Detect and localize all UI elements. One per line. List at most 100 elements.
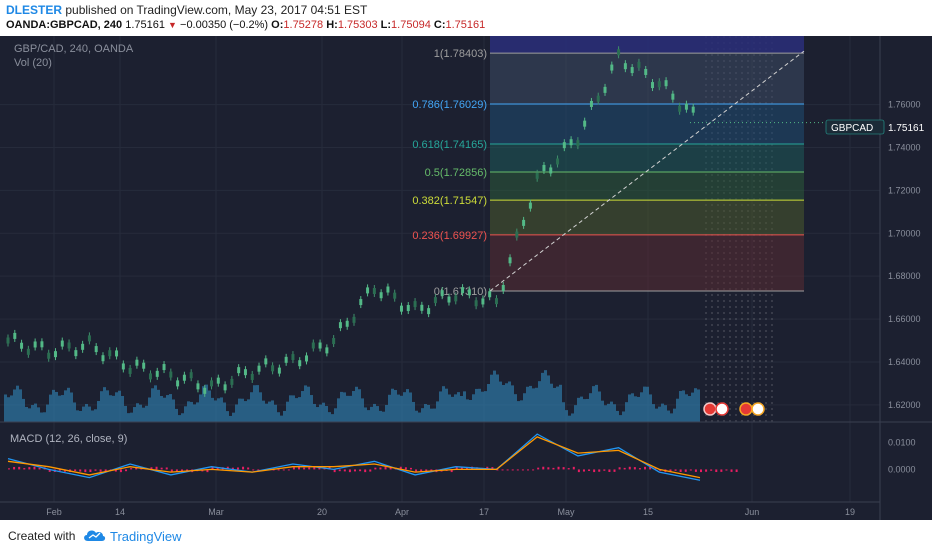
candle-body [413,301,417,308]
macd-histogram-bar [252,469,255,471]
macd-histogram-bar [730,469,733,472]
volume-bar [316,407,319,422]
volume-bar [529,385,532,422]
volume-bar [313,403,316,422]
fib-level-label: 0.618(1.74165) [412,139,487,151]
volume-bar [298,397,301,422]
footer: Created with TradingView [0,520,932,550]
macd-histogram-bar [598,469,601,472]
macd-histogram-bar [257,469,260,471]
candle-body [569,139,573,146]
candle-body [271,365,275,372]
volume-bar [214,400,217,422]
volume-bar [238,398,241,422]
candle-body [610,64,614,71]
y-tick-label: 1.64000 [888,357,921,367]
volume-bar [697,389,700,422]
macd-histogram-bar [48,469,51,472]
interval-label: , 240 [97,19,123,31]
published-text: published on TradingView.com, May 23, 20… [65,3,368,17]
candle-body [671,93,675,100]
volume-bar [307,386,310,422]
volume-bar [148,397,151,422]
volume-bar [61,395,64,422]
macd-histogram-bar [532,469,535,471]
volume-bar [115,392,118,422]
candle-body [6,337,10,344]
fib-band [490,104,804,144]
x-tick-label: Mar [208,507,224,517]
volume-bar [295,398,298,422]
tradingview-brand[interactable]: TradingView [110,529,182,544]
event-count-icon[interactable] [715,402,729,416]
volume-bar [661,403,664,422]
candle-body [332,338,336,345]
candle-body [447,296,451,303]
axes: 1.76000 1.74000 1.72000 1.70000 1.68000 1.660… [0,36,932,520]
volume-bar [664,405,667,422]
volume-bars [4,370,700,422]
candle-body [101,355,105,362]
candle-body [461,287,465,294]
chart-svg[interactable]: 1(1.78403) 0.786(1.76029) 0.618(1.74165) 0.… [0,36,932,520]
volume-bar [421,408,424,422]
volume-bar [232,412,235,422]
volume-bar [487,384,490,422]
volume-bar [283,410,286,422]
volume-bar [31,405,34,422]
symbol-name: OANDA:GBPCAD [6,19,98,31]
macd-histogram-bar [282,469,285,471]
macd-histogram-bar [114,469,117,472]
volume-bar [112,395,115,422]
volume-bar [139,404,142,422]
volume-bar [454,394,457,422]
volume-bar [592,386,595,422]
volume-bar [481,391,484,422]
volume-bar [385,404,388,422]
macd-histogram-bar [211,466,214,470]
open-label: O: [271,19,284,31]
candle-body [664,80,668,87]
fib-trend-line[interactable] [489,50,805,292]
volume-bar [646,386,649,422]
event-count-icon[interactable] [751,402,765,416]
volume-bar [532,388,535,422]
price-badge [825,119,885,135]
macd-histogram-bar [135,467,138,470]
fib-retracement[interactable]: 1(1.78403) 0.786(1.76029) 0.618(1.74165) 0.… [412,36,805,298]
event-markers[interactable] [703,402,765,416]
volume-bar [427,404,430,422]
volume-bar [250,392,253,422]
candle-body [501,284,505,291]
candle-body [264,358,268,365]
candle-body [237,367,241,374]
macd-histogram-bar [231,467,234,470]
candle-body [148,373,152,380]
volume-bar [178,415,181,422]
volume-bar [643,386,646,422]
volume-bar [265,403,268,422]
macd-histogram-bar [638,468,641,470]
event-flag-icon[interactable] [703,402,717,416]
macd-histogram-bar [33,466,36,470]
volume-bar [82,406,85,422]
volume-bar [217,398,220,422]
volume-bar [226,411,229,422]
volume-bar [352,391,355,422]
candle-body [549,167,553,174]
y-tick-label: 1.66000 [888,314,921,324]
volume-bar [64,390,67,422]
author-link[interactable]: DLESTER [6,3,63,17]
volume-bar [469,400,472,422]
macd-histogram-bar [119,469,122,473]
event-flag-icon[interactable] [739,402,753,416]
candle-body [576,140,580,147]
chart-area[interactable]: 1(1.78403) 0.786(1.76029) 0.618(1.74165) 0.… [0,36,932,520]
volume-bar [580,396,583,422]
high-value: 1.75303 [337,19,378,31]
volume-bar [490,374,493,422]
volume-bar [118,390,121,422]
volume-bar [328,412,331,422]
macd-histogram-bar [216,467,219,470]
signal-line [7,436,701,479]
